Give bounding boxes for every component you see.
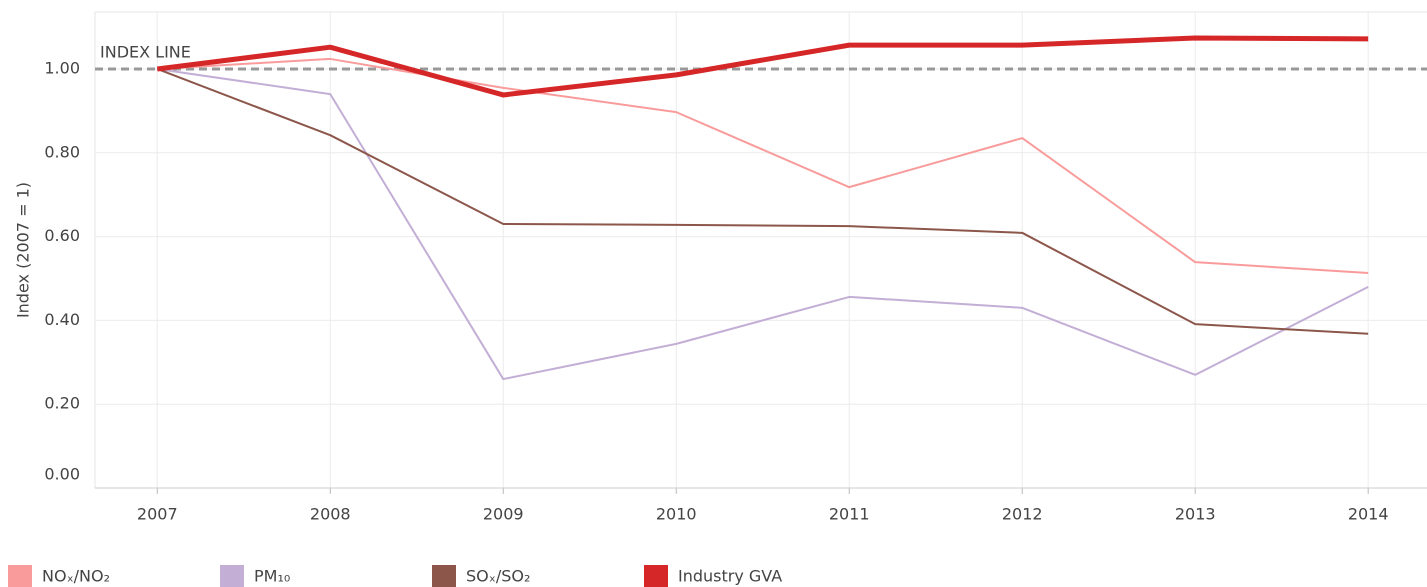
y-tick-label: 0.40: [44, 310, 80, 329]
legend-swatch: [432, 565, 456, 587]
x-tick-label: 2013: [1175, 505, 1216, 524]
legend-label: NOₓ/NO₂: [42, 567, 110, 586]
legend-label: SOₓ/SO₂: [466, 567, 530, 586]
x-tick-label: 2008: [310, 505, 351, 524]
series-line: [156, 35, 1369, 98]
y-axis-label: Index (2007 = 1): [14, 182, 33, 318]
y-tick-label: 0.20: [44, 394, 80, 413]
index-line-label: INDEX LINE: [100, 42, 191, 61]
x-tick-label: 2010: [656, 505, 697, 524]
legend-swatch: [220, 565, 244, 587]
legend-swatch: [644, 565, 668, 587]
x-tick-label: 2014: [1348, 505, 1389, 524]
legend-label: PM₁₀: [254, 567, 290, 586]
series-line: [157, 57, 1369, 275]
x-tick-label: 2011: [829, 505, 870, 524]
x-tick-label: 2009: [483, 505, 524, 524]
x-tick-label: 2007: [137, 505, 178, 524]
legend-label: Industry GVA: [678, 567, 782, 586]
legend-swatch: [8, 565, 32, 587]
series-line: [156, 68, 1369, 335]
y-tick-label: 0.60: [44, 226, 80, 245]
y-tick-label: 0.00: [44, 465, 80, 484]
y-tick-label: 1.00: [44, 58, 80, 77]
x-tick-label: 2012: [1002, 505, 1043, 524]
y-tick-label: 0.80: [44, 142, 80, 161]
series-line: [157, 67, 1369, 381]
